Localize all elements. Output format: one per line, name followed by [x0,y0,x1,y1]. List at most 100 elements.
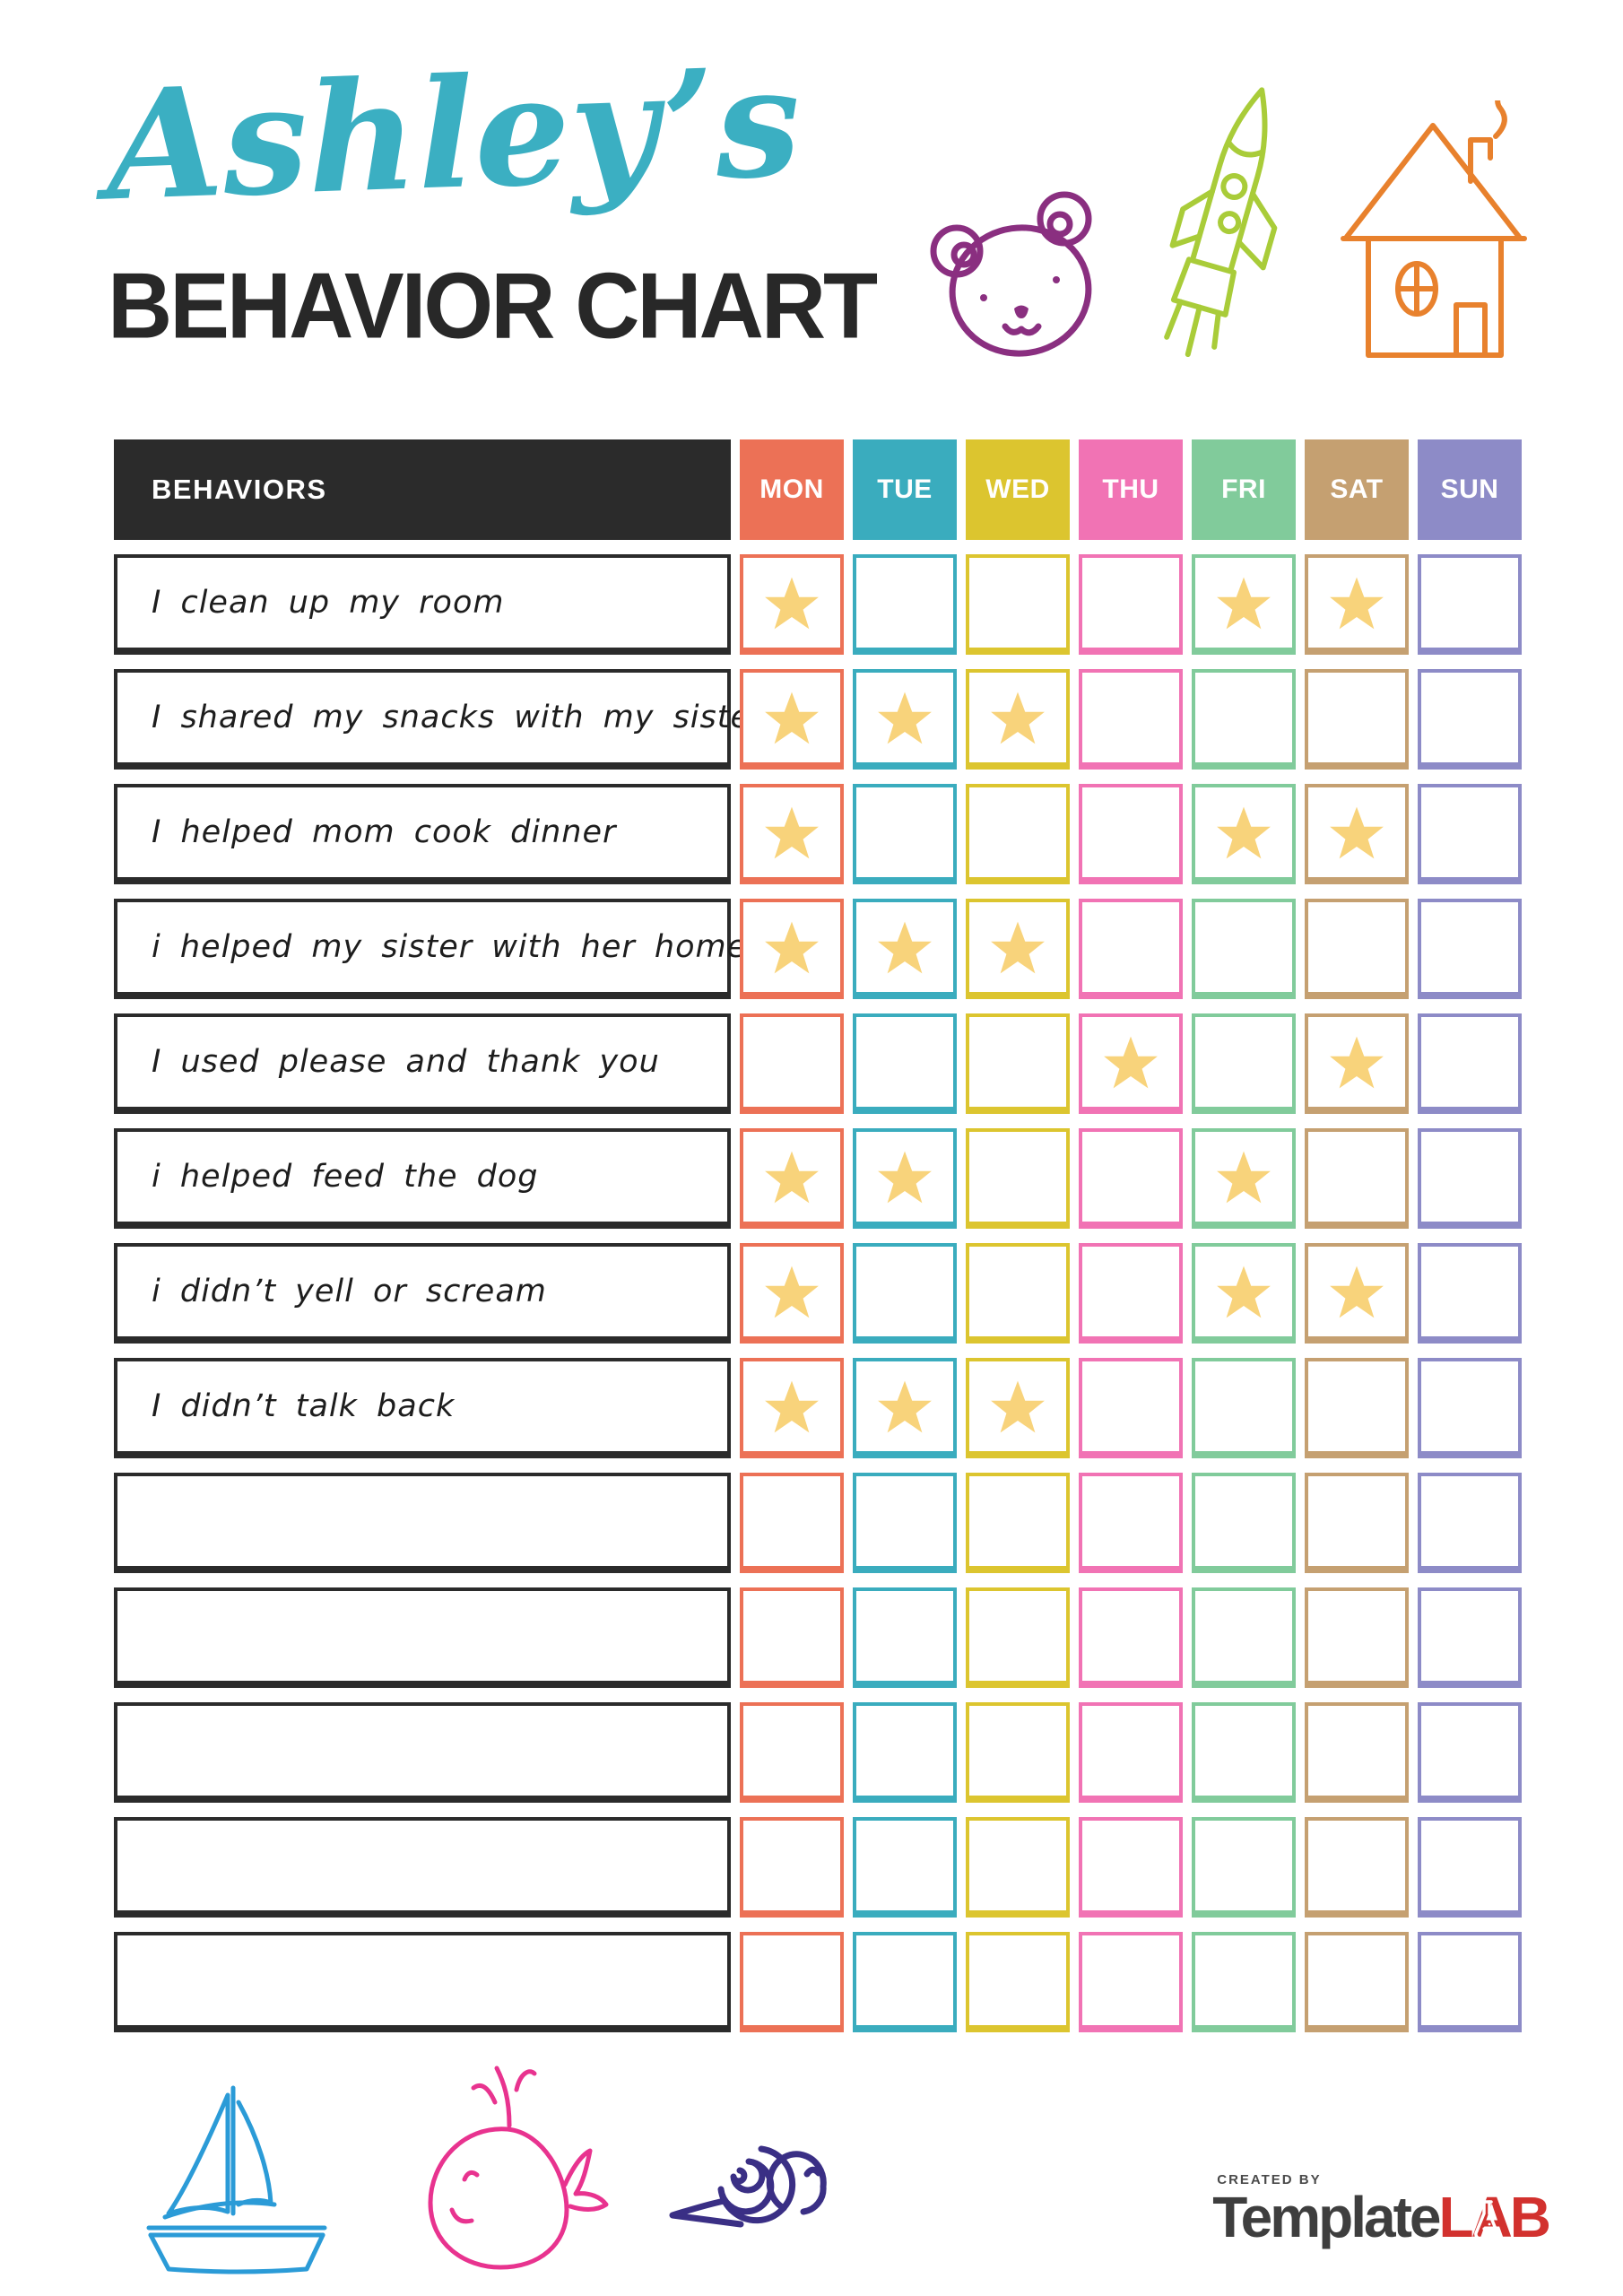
day-header-sat: SAT [1305,439,1409,540]
behavior-text: i helped feed the dog [152,1159,539,1195]
star-icon [878,1380,932,1432]
page-title: BEHAVIOR CHART [108,254,878,359]
cell-sun-row-8 [1418,1358,1522,1458]
cell-wed-row-5 [966,1013,1070,1114]
cell-sun-row-7 [1418,1243,1522,1344]
star-icon [878,1151,932,1203]
cell-sat-row-9 [1305,1473,1409,1573]
cell-sun-row-5 [1418,1013,1522,1114]
cell-tue-row-13 [853,1932,957,2032]
behavior-text: i helped my sister with her homework [152,929,827,965]
behavior-label-row-11 [114,1702,731,1803]
star-icon [991,1380,1045,1432]
day-header-mon: MON [740,439,844,540]
logo-brand-template: Template [1212,2185,1441,2249]
star-icon [1217,577,1271,629]
star-icon [878,691,932,744]
behaviors-header: BEHAVIORS [114,439,731,540]
cell-thu-row-5 [1079,1013,1183,1114]
star-icon [1330,577,1384,629]
cell-sat-row-1 [1305,554,1409,655]
behavior-label-row-13 [114,1932,731,2032]
behavior-label-row-5: I used please and thank you [114,1013,731,1114]
star-icon [765,577,819,629]
cell-sun-row-12 [1418,1817,1522,1918]
star-icon [1330,1036,1384,1088]
star-icon [765,1265,819,1318]
star-icon [1217,806,1271,858]
cell-mon-row-13 [740,1932,844,2032]
cell-sun-row-10 [1418,1587,1522,1688]
cell-thu-row-1 [1079,554,1183,655]
star-icon [765,1380,819,1432]
behavior-label-row-2: I shared my snacks with my sister [114,669,763,770]
cell-sat-row-7 [1305,1243,1409,1344]
behavior-label-row-3: I helped mom cook dinner [114,784,731,884]
day-header-sun: SUN [1418,439,1522,540]
behavior-label-row-10 [114,1587,731,1688]
cell-sat-row-13 [1305,1932,1409,2032]
cell-thu-row-7 [1079,1243,1183,1344]
cell-thu-row-12 [1079,1817,1183,1918]
logo-brand-lab: LAB [1438,2185,1551,2249]
cell-wed-row-4 [966,899,1070,999]
house-icon [1338,100,1533,368]
cell-mon-row-2 [740,669,844,770]
behavior-text: I helped mom cook dinner [152,814,617,850]
cell-mon-row-4 [740,899,844,999]
cell-tue-row-3 [853,784,957,884]
cell-tue-row-7 [853,1243,957,1344]
cell-sat-row-4 [1305,899,1409,999]
cell-wed-row-3 [966,784,1070,884]
cell-thu-row-6 [1079,1128,1183,1229]
cell-mon-row-1 [740,554,844,655]
cell-sun-row-2 [1418,669,1522,770]
cell-thu-row-11 [1079,1702,1183,1803]
cell-fri-row-11 [1192,1702,1296,1803]
day-header-wed: WED [966,439,1070,540]
logo-created-by: CREATED BY [1217,2172,1322,2187]
cell-mon-row-6 [740,1128,844,1229]
cell-sun-row-6 [1418,1128,1522,1229]
cell-tue-row-12 [853,1817,957,1918]
cell-sat-row-8 [1305,1358,1409,1458]
cell-fri-row-4 [1192,899,1296,999]
cell-mon-row-11 [740,1702,844,1803]
star-icon [765,806,819,858]
day-header-thu: THU [1079,439,1183,540]
cell-thu-row-10 [1079,1587,1183,1688]
day-header-tue: TUE [853,439,957,540]
behavior-text: I clean up my room [152,585,505,621]
behavior-text: i didn’t yell or scream [152,1274,547,1309]
cell-thu-row-2 [1079,669,1183,770]
cell-sat-row-12 [1305,1817,1409,1918]
star-icon [1217,1151,1271,1203]
cell-sat-row-11 [1305,1702,1409,1803]
behavior-text: I used please and thank you [152,1044,660,1080]
cell-wed-row-1 [966,554,1070,655]
cell-fri-row-2 [1192,669,1296,770]
behavior-label-row-7: i didn’t yell or scream [114,1243,731,1344]
cell-thu-row-3 [1079,784,1183,884]
day-header-fri: FRI [1192,439,1296,540]
cell-sun-row-11 [1418,1702,1522,1803]
star-icon [1104,1036,1158,1088]
cell-wed-row-12 [966,1817,1070,1918]
cell-tue-row-10 [853,1587,957,1688]
sailboat-icon [133,2079,341,2274]
cell-tue-row-8 [853,1358,957,1458]
star-icon [1330,1265,1384,1318]
cell-wed-row-10 [966,1587,1070,1688]
star-icon [1330,806,1384,858]
templatelab-logo: CREATED BY TemplateLAB [1212,2172,1551,2249]
cell-mon-row-3 [740,784,844,884]
cell-tue-row-4 [853,899,957,999]
behavior-label-row-1: I clean up my room [114,554,731,655]
behavior-label-row-6: i helped feed the dog [114,1128,731,1229]
cell-wed-row-6 [966,1128,1070,1229]
cell-fri-row-1 [1192,554,1296,655]
cell-wed-row-11 [966,1702,1070,1803]
cell-sat-row-6 [1305,1128,1409,1229]
cell-fri-row-9 [1192,1473,1296,1573]
